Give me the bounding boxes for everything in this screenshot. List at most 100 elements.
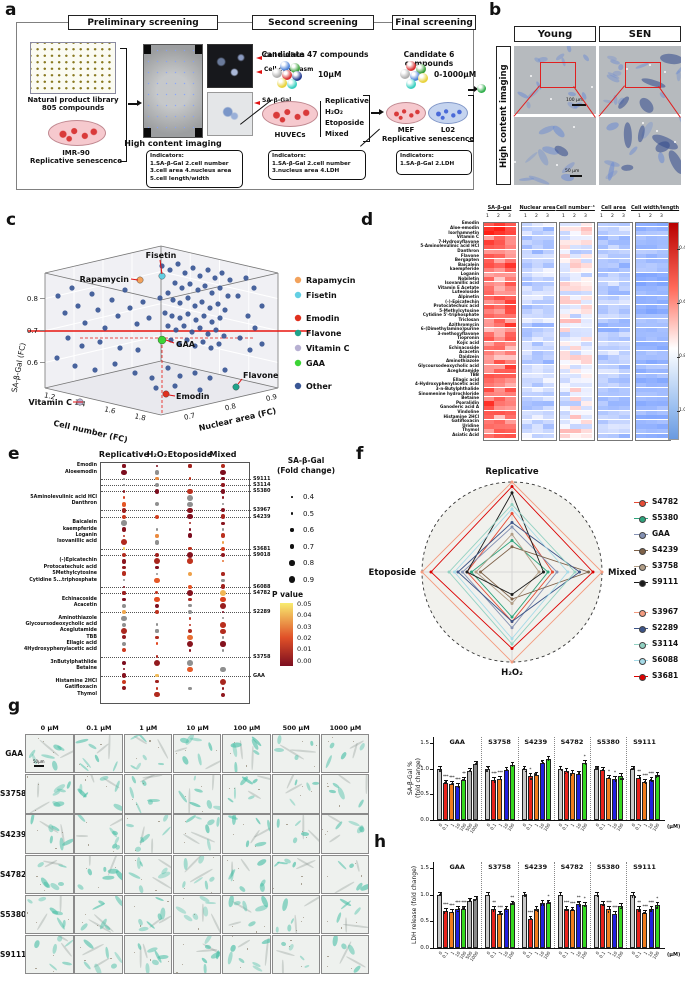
bar <box>539 902 545 948</box>
heatmap-cell <box>570 419 581 424</box>
heatmap-cell <box>657 272 668 277</box>
heatmap-cell <box>657 429 668 434</box>
condition-header-3: Mixed <box>209 450 237 459</box>
heatmap-cell <box>597 327 608 332</box>
heatmap-cell <box>608 401 619 406</box>
error-bar-cap <box>613 775 617 777</box>
heatmap-cell <box>521 249 532 254</box>
heatmap-cell <box>619 327 630 332</box>
replicate-header: 1 <box>562 214 565 219</box>
data-point <box>633 767 635 770</box>
heatmap-cell <box>532 369 543 374</box>
radar-vertex-S3967 <box>510 480 514 484</box>
debris-dot <box>88 844 90 846</box>
z-tick-label: 0.8 <box>27 295 38 303</box>
error-bar <box>578 900 580 904</box>
heatmap-cell <box>532 355 543 360</box>
stained-cell-blob <box>280 940 288 947</box>
error-bar-cap <box>631 765 635 767</box>
heatmap-cell <box>521 245 532 250</box>
data-point <box>542 904 545 906</box>
heatmap-cell <box>581 268 592 273</box>
heatmap-cell <box>494 240 505 245</box>
replicate-header: 2 <box>573 214 576 219</box>
bar <box>461 909 467 948</box>
size-legend-value: 0.9 <box>303 575 315 584</box>
data-point <box>609 908 611 911</box>
pvalue-tick-label: 0.01 <box>297 645 312 654</box>
dot <box>122 534 126 538</box>
heatmap-cell <box>581 240 592 245</box>
bar <box>606 777 612 820</box>
annotation-sa-b-gal: SA-β-Gal <box>262 97 292 104</box>
dot <box>121 501 127 507</box>
compound-code-label: S4782 <box>253 590 271 596</box>
heatmap-cell <box>608 387 619 392</box>
fluorescence-image <box>207 44 253 88</box>
heatmap-cell <box>608 272 619 277</box>
data-point <box>608 777 610 779</box>
heatmap-cell <box>559 429 570 434</box>
radar-vertex-S3681 <box>510 485 514 488</box>
group-label: GAA <box>449 863 465 871</box>
heatmap-cell <box>543 396 554 401</box>
radar-legend-marker-dot <box>639 564 646 571</box>
heatmap-cell <box>532 410 543 415</box>
heatmap-cell <box>494 387 505 392</box>
size-legend-value: 0.7 <box>303 542 315 551</box>
debris-dot <box>185 750 187 752</box>
data-point <box>506 768 509 771</box>
heatmap-cell <box>619 424 630 429</box>
heatmap-cell <box>505 346 516 351</box>
compound-name-label: Gatifloxacin <box>64 685 97 691</box>
heatmap-cell <box>581 277 592 282</box>
heatmap-cell <box>635 387 646 392</box>
heatmap-cell <box>559 378 570 383</box>
heatmap-cell <box>657 286 668 291</box>
heatmap-cell <box>635 323 646 328</box>
error-bar-cap <box>583 759 587 761</box>
heatmap-cell <box>619 341 630 346</box>
heatmap-cell <box>505 364 516 369</box>
heatmap-cell <box>657 226 668 231</box>
heatmap-row-label: Danthron <box>457 248 479 253</box>
text-line: 5.cell length/width <box>150 175 210 182</box>
data-point <box>493 779 496 782</box>
colorbar <box>668 222 679 440</box>
radar-vertex-S2289 <box>578 570 581 574</box>
compound-name-label: Loganin <box>75 533 98 539</box>
huvecs-caption: HUVECs <box>274 131 306 139</box>
y-tick <box>430 948 433 949</box>
heatmap-cell <box>597 429 608 434</box>
heatmap-cell <box>570 383 581 388</box>
heatmap-cell <box>559 277 570 282</box>
error-bar <box>463 776 465 780</box>
heatmap-row-label: Asiatic Acid <box>452 432 479 437</box>
heatmap-cell <box>521 263 532 268</box>
heatmap-cell <box>635 268 646 273</box>
radar-legend-marker-dot <box>639 580 646 587</box>
bar <box>509 903 515 948</box>
debris-dot <box>200 785 202 787</box>
heatmap-cell <box>635 433 646 438</box>
heatmap-row-label: Aceglutamide <box>447 367 479 373</box>
compound-code-label: S3758 <box>253 653 271 660</box>
heatmap-cell <box>543 277 554 282</box>
error-bar-cap <box>546 756 551 758</box>
bar <box>563 771 569 820</box>
heatmap-cell <box>619 415 630 420</box>
bar <box>485 894 491 948</box>
heatmap-cell <box>635 327 646 332</box>
heatmap-cell <box>657 323 668 328</box>
data-point <box>650 908 653 910</box>
heatmap-row-label: Luteoloside <box>452 289 479 295</box>
heatmap-cell <box>543 281 554 286</box>
heatmap-row-label: 5-Aminolevulinic acid HCl <box>420 243 479 249</box>
cell-blob <box>617 63 624 71</box>
significance-label: *** <box>527 910 534 916</box>
y-tick-label: 0.8 <box>224 402 237 412</box>
stained-cell-blob <box>281 897 289 911</box>
heatmap-cell <box>646 272 657 277</box>
heatmap-cell <box>494 281 505 286</box>
heatmap-cell <box>532 268 543 273</box>
